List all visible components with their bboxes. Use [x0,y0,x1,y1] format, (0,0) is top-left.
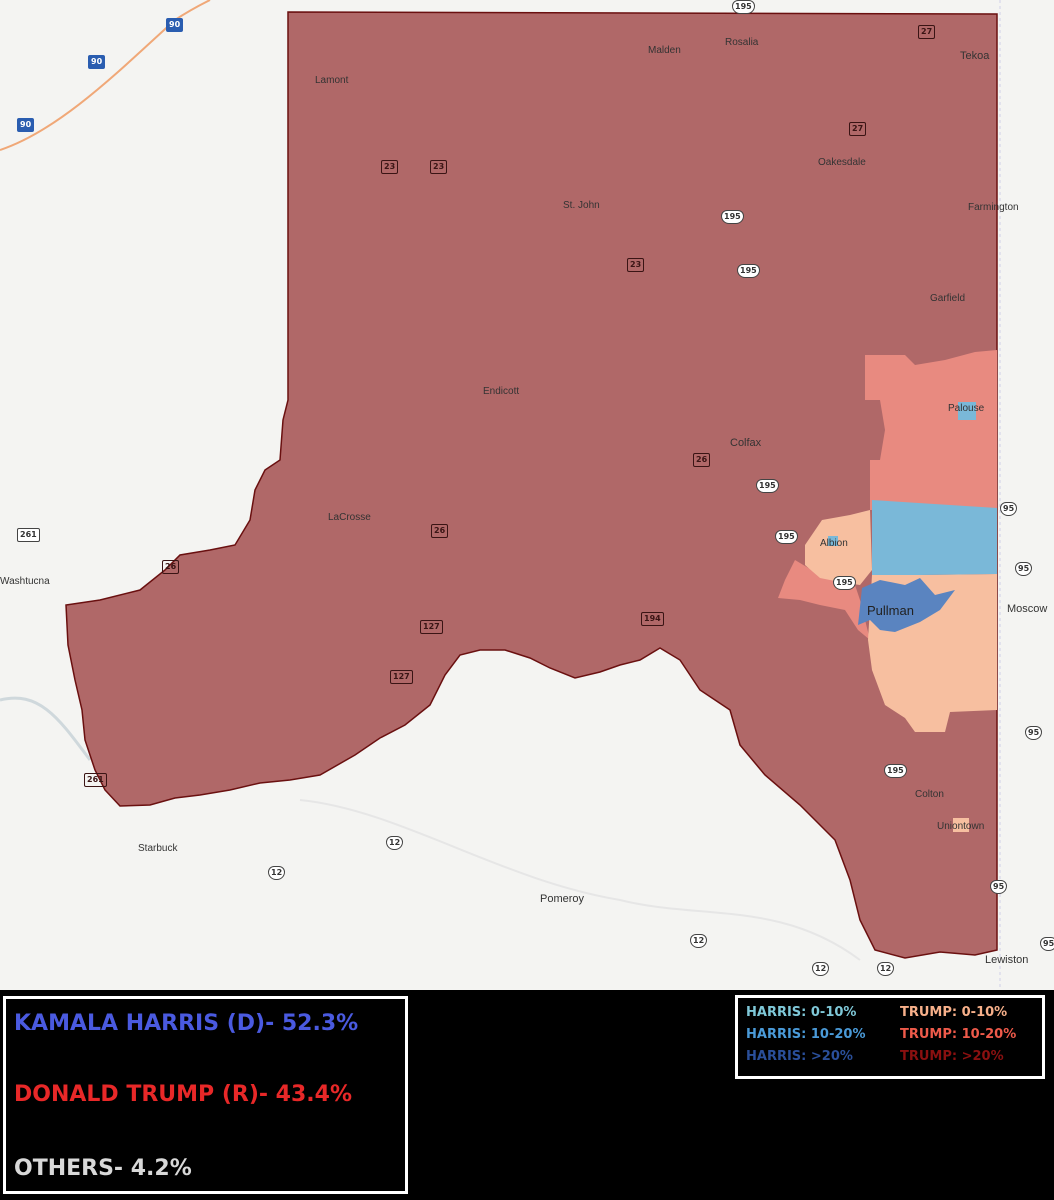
state-route-shield-icon: 27 [849,122,867,136]
us-route-shield-icon: 12 [877,962,895,976]
state-route-shield-icon: 23 [430,160,448,174]
place-label: Washtucna [0,576,50,587]
state-route-shield-icon: 26 [431,524,449,538]
legend-harris-gt20: HARRIS: >20% [746,1049,853,1064]
state-route-shield-icon: 26 [693,453,711,467]
place-label: Albion [820,538,848,549]
precinct-trump-0-10-albion [805,510,872,585]
state-route-shield-icon: 26 [162,560,180,574]
others-result: OTHERS- 4.2% [14,1156,192,1181]
snake-river [0,696,92,761]
place-label: Lamont [315,75,349,86]
state-route-shield-icon: 194 [641,612,664,626]
county-trump-gt20-region [65,11,998,959]
place-label: Uniontown [937,821,985,832]
precinct-harris-10-20-north-pullman [872,500,997,575]
us-route-shield-icon: 95 [1025,726,1043,740]
place-label: Palouse [948,403,985,414]
us-route-shield-icon: 12 [386,836,404,850]
state-route-shield-icon: 261 [84,773,107,787]
place-label: LaCrosse [328,512,371,523]
place-label: Garfield [930,293,966,304]
place-label: Starbuck [138,843,178,854]
interstate-90-road [0,0,211,151]
precinct-harris-gt20-pullman [858,578,955,632]
us-route-shield-icon: 195 [737,264,760,278]
precinct-harris-10-20-albion [828,536,838,546]
place-label: St. John [563,200,600,211]
legend: HARRIS: 0-10% HARRIS: 10-20% HARRIS: >20… [735,995,1045,1079]
us-route-shield-icon: 195 [775,530,798,544]
us-route-shield-icon: 12 [690,934,708,948]
us-route-shield-icon: 95 [1000,502,1018,516]
state-route-shield-icon: 27 [918,25,936,39]
legend-trump-10-20: TRUMP: 10-20% [900,1027,1017,1042]
state-route-shield-icon: 23 [381,160,399,174]
place-label: Moscow [1007,603,1048,615]
place-label: Pullman [867,603,914,618]
place-label: Farmington [968,202,1019,213]
place-label: Oakesdale [818,157,866,168]
place-label: Colfax [730,437,762,449]
us-route-shield-icon: 195 [732,0,755,14]
state-route-shield-icon: 23 [627,258,645,272]
interstate-shield-icon: 90 [88,55,106,69]
state-route-shield-icon: 261 [17,528,40,542]
harris-result: KAMALA HARRIS (D)- 52.3% [14,1011,359,1036]
precinct-trump-0-10-uniontown [953,818,969,832]
map-canvas [0,0,1001,990]
legend-harris-0-10: HARRIS: 0-10% [746,1005,857,1020]
us-route-shield-icon: 95 [1040,937,1054,951]
precinct-trump-10-20-west-pullman [778,560,870,640]
us-route-shield-icon: 12 [812,962,830,976]
us-route-shield-icon: 12 [268,866,286,880]
us-route-shield-icon: 195 [833,576,856,590]
precinct-harris-10-20-palouse [958,402,976,420]
state-route-shield-icon: 127 [420,620,443,634]
us-route-shield-icon: 95 [990,880,1008,894]
map: Lamont Malden Rosalia Tekoa Oakesdale St… [0,0,1054,990]
legend-trump-gt20: TRUMP: >20% [900,1049,1004,1064]
us-route-shield-icon: 195 [756,479,779,493]
place-label: Rosalia [725,37,759,48]
interstate-shield-icon: 90 [166,18,184,32]
place-label: Lewiston [985,954,1029,966]
place-label: Endicott [483,386,520,397]
results-box: KAMALA HARRIS (D)- 52.3% DONALD TRUMP (R… [3,996,408,1194]
interstate-shield-icon: 90 [17,118,35,132]
us-route-shield-icon: 95 [1015,562,1033,576]
trump-result: DONALD TRUMP (R)- 43.4% [14,1082,352,1107]
state-route-shield-icon: 127 [390,670,413,684]
legend-harris-10-20: HARRIS: 10-20% [746,1027,866,1042]
place-label: Tekoa [960,50,990,62]
place-label: Malden [648,45,681,56]
us-route-shield-icon: 195 [721,210,744,224]
highway-12-road [299,799,861,961]
place-label: Pomeroy [540,893,585,905]
legend-trump-0-10: TRUMP: 0-10% [900,1005,1008,1020]
place-label: Colton [915,789,944,800]
precinct-trump-10-20-palouse [865,350,997,510]
us-route-shield-icon: 195 [884,764,907,778]
